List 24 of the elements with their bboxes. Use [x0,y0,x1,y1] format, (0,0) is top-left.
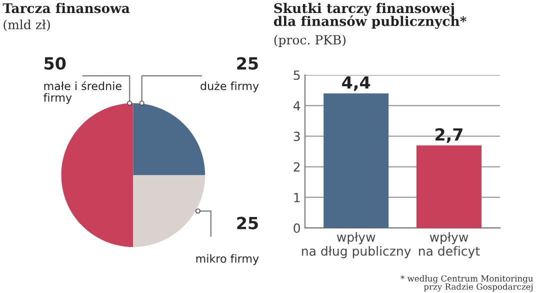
y-tick-label: 5 [294,70,300,80]
slice-label: mikro firmy [196,254,259,265]
chart-title: Skutki tarczy finansowej dla finansów publicznych* [274,2,466,29]
x-tick-label: wpływ na dług publiczny [302,232,411,258]
text: * według Centrum Monitoringu przy Radzie Gospodarczej [400,275,534,292]
pie-slice [133,103,206,176]
slice-label: duże firmy [200,82,259,92]
pie-slice [133,175,206,247]
data-label: 4,4 [342,76,370,91]
data-label: 25 [237,216,258,230]
y-tick-label: 3 [294,132,300,142]
pie-slice [61,103,134,247]
y-tick-label: 0 [294,223,300,233]
y-tick-label: 1 [294,193,300,202]
y-tick-label: 4 [293,101,300,110]
data-label: 50 [44,57,66,70]
chart-subtitle: (proc. PKB) [274,34,346,47]
x-tick-label: wpływ na deficyt [419,232,480,258]
chart-subtitle: (mld zł) [4,20,50,32]
chart-title: Tarcza finansowa [2,2,130,14]
slice-label: małe i średnie firmy [44,81,122,104]
data-label: 25 [237,57,258,70]
y-tick-label: 2 [294,162,300,172]
data-label: 2,7 [436,128,462,143]
